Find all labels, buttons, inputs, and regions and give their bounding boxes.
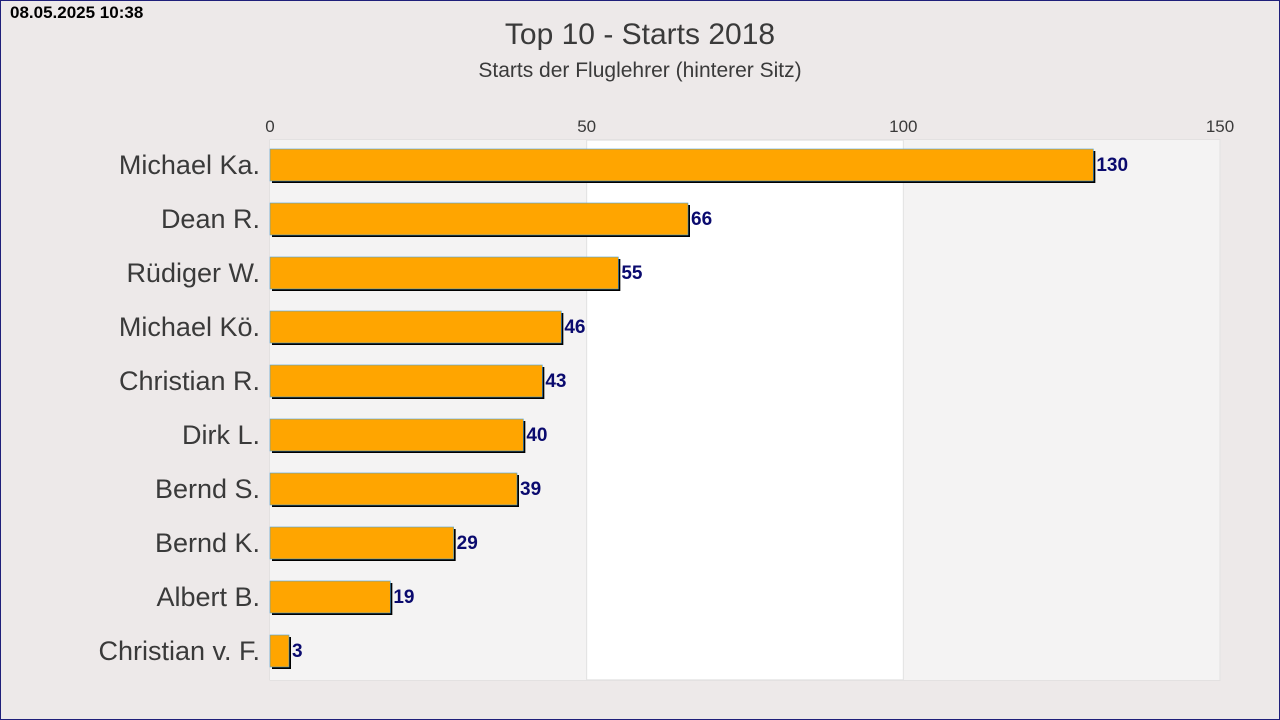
- bar: [269, 364, 543, 398]
- x-tick-label: 100: [889, 117, 917, 136]
- value-label: 66: [691, 209, 712, 230]
- bar: [269, 418, 524, 452]
- value-label: 43: [545, 371, 566, 392]
- x-tick-label: 150: [1206, 117, 1234, 136]
- category-label: Michael Kö.: [119, 312, 260, 342]
- value-label: 46: [564, 317, 585, 338]
- category-label: Dean R.: [161, 204, 260, 234]
- x-tick-label: 50: [577, 117, 596, 136]
- value-label: 29: [457, 533, 478, 554]
- bar: [269, 580, 391, 614]
- category-label: Michael Ka.: [119, 150, 260, 180]
- bar: [269, 202, 689, 236]
- bar: [269, 472, 518, 506]
- category-label: Bernd K.: [155, 528, 260, 558]
- x-tick-label: 0: [265, 117, 274, 136]
- value-label: 130: [1096, 155, 1128, 176]
- value-label: 39: [520, 479, 541, 500]
- value-label: 40: [526, 425, 547, 446]
- chart-subtitle: Starts der Fluglehrer (hinterer Sitz): [478, 59, 802, 82]
- bar: [269, 256, 619, 290]
- category-label: Christian R.: [119, 366, 260, 396]
- category-label: Dirk L.: [182, 420, 260, 450]
- value-label: 55: [621, 263, 643, 284]
- bar: [269, 526, 454, 560]
- category-label: Christian v. F.: [98, 636, 260, 666]
- category-label: Bernd S.: [155, 474, 260, 504]
- timestamp: 08.05.2025 10:38: [10, 3, 144, 22]
- grid-band: [903, 140, 1220, 680]
- bar: [269, 310, 562, 344]
- chart-title: Top 10 - Starts 2018: [504, 18, 776, 51]
- bar: [269, 148, 1094, 182]
- category-label: Albert B.: [156, 582, 260, 612]
- value-label: 3: [292, 641, 303, 662]
- category-label: Rüdiger W.: [126, 258, 260, 288]
- bar: [269, 634, 290, 668]
- value-label: 19: [393, 587, 414, 608]
